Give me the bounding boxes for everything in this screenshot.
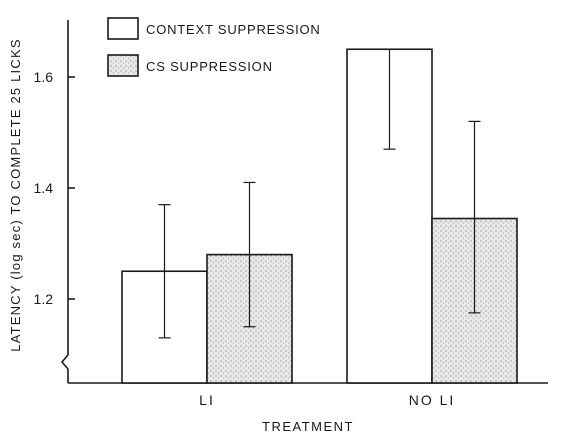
x-tick-label: NO LI: [409, 392, 456, 408]
x-tick-labels: LI NO LI: [199, 392, 456, 408]
legend-label-context: CONTEXT SUPPRESSION: [146, 22, 321, 37]
y-ticks: 1.2 1.4 1.6: [34, 69, 75, 307]
y-tick-label: 1.6: [34, 69, 54, 85]
y-axis-label: LATENCY (log sec) TO COMPLETE 25 LICKS: [8, 38, 23, 351]
x-axis-label: TREATMENT: [262, 419, 354, 434]
legend: CONTEXT SUPPRESSION CS SUPPRESSION: [107, 17, 321, 77]
legend-label-cs: CS SUPPRESSION: [146, 59, 273, 74]
y-axis-break-mark: [60, 354, 69, 370]
y-tick-label: 1.2: [34, 291, 54, 307]
bars: [121, 48, 518, 384]
legend-swatch-cs: [107, 54, 139, 77]
x-tick-label: LI: [199, 392, 215, 408]
error-bars: [158, 48, 481, 339]
legend-swatch-context: [107, 17, 139, 40]
y-tick-label: 1.4: [34, 180, 54, 196]
